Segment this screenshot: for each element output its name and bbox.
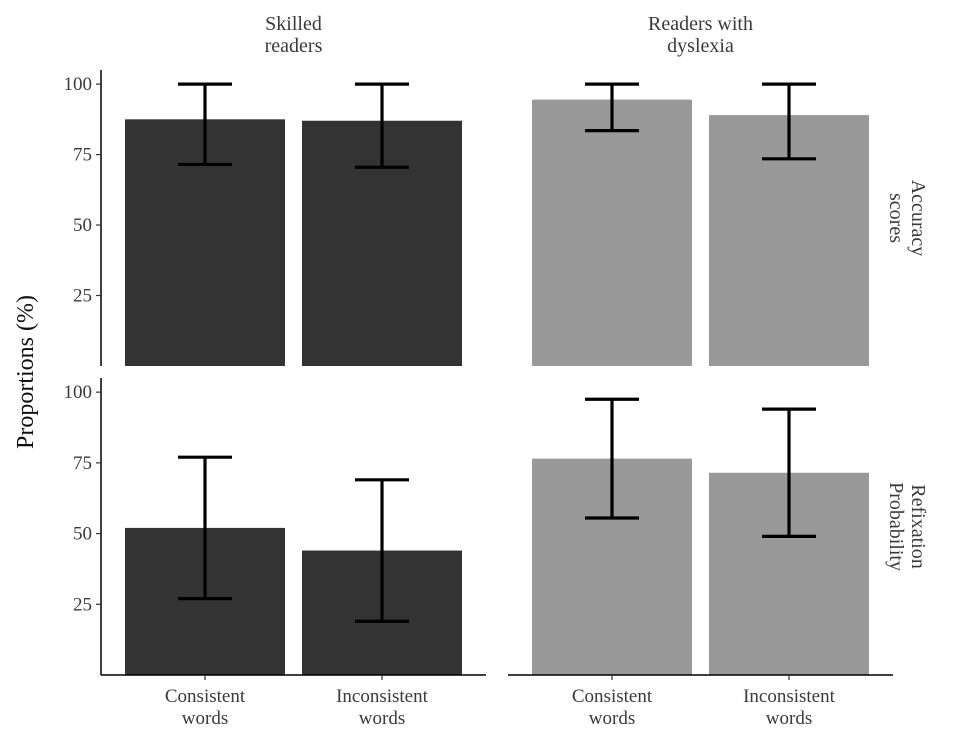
y-tick-label: 25 xyxy=(73,286,92,307)
column-strip-label: Readers with dyslexia xyxy=(648,13,753,57)
x-tick-label: Inconsistent words xyxy=(743,686,836,729)
panel-0-0 xyxy=(125,82,462,366)
error-bar xyxy=(178,455,232,601)
error-bar xyxy=(762,407,816,539)
panel-0-1 xyxy=(532,82,869,366)
x-tick-label: Inconsistent words xyxy=(336,686,429,729)
y-axis-title: Proportions (%) xyxy=(13,295,39,449)
error-bar xyxy=(355,478,409,623)
y-tick-label: 100 xyxy=(64,382,93,403)
error-bar xyxy=(762,82,816,161)
y-tick-label: 75 xyxy=(73,145,92,166)
error-bar xyxy=(355,82,409,169)
error-bar xyxy=(585,397,639,520)
x-tick-label: Consistent words xyxy=(572,686,653,729)
y-tick-label: 75 xyxy=(73,453,92,474)
panel-1-0 xyxy=(125,455,462,675)
column-strip-label: Skilled readers xyxy=(265,13,323,57)
error-bar xyxy=(585,82,639,133)
y-tick-label: 50 xyxy=(73,524,92,545)
row-strip-label: RefixationProbability xyxy=(885,482,929,571)
bar xyxy=(532,99,692,366)
error-bar xyxy=(178,82,232,167)
row-strip-label: Accuracyscores xyxy=(885,180,929,257)
y-tick-label: 100 xyxy=(64,74,93,95)
x-tick-label: Consistent words xyxy=(165,686,246,729)
panel-1-1 xyxy=(532,397,869,675)
y-tick-label: 25 xyxy=(73,594,92,615)
y-tick-label: 50 xyxy=(73,215,92,236)
